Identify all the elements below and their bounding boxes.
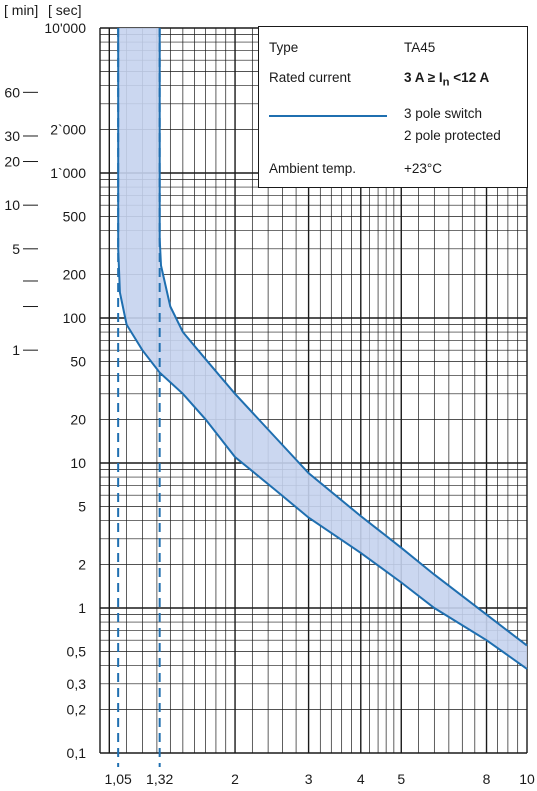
lower-tripping-curve bbox=[117, 28, 528, 670]
y-min-tick-label: 5 bbox=[12, 241, 20, 257]
x-tick-label: 2 bbox=[231, 771, 239, 787]
y-min-tick-label: 10 bbox=[4, 197, 20, 213]
legend-ambient-label: Ambient temp. bbox=[269, 161, 357, 176]
y-sec-tick-label: 0,5 bbox=[67, 644, 87, 660]
y-sec-tick-label: 50 bbox=[70, 354, 86, 370]
minutes-axis-unit: [ min] bbox=[4, 2, 39, 18]
rated-value-sub: n bbox=[442, 76, 450, 89]
rated-value-post: <12 A bbox=[449, 70, 490, 85]
x-tick-label: 3 bbox=[305, 771, 313, 787]
x-tick-label: 1,05 bbox=[105, 771, 132, 787]
y-sec-tick-label: 200 bbox=[63, 266, 87, 282]
y-min-tick-label: 1 bbox=[12, 342, 20, 358]
y-min-tick-label: 20 bbox=[4, 154, 20, 170]
legend-box: Type TA45 Rated current 3 A ≥ In <12 A 3… bbox=[258, 26, 528, 188]
seconds-axis-unit: [ sec] bbox=[48, 2, 82, 18]
x-tick-label: 1,32 bbox=[146, 771, 173, 787]
y-sec-tick-label: 100 bbox=[63, 310, 87, 326]
legend-ambient-value: +23°C bbox=[404, 161, 443, 176]
y-min-tick-label: 60 bbox=[4, 84, 20, 100]
legend-line-desc-2: 2 pole protected bbox=[404, 128, 501, 143]
legend-rated-value: 3 A ≥ In <12 A bbox=[404, 70, 489, 89]
y-sec-tick-label: 2 bbox=[78, 556, 86, 572]
y-sec-tick-label: 1 bbox=[78, 600, 86, 616]
y-sec-tick-label: 2`000 bbox=[50, 121, 86, 137]
y-sec-tick-label: 0,1 bbox=[67, 745, 87, 761]
x-tick-label: 4 bbox=[357, 771, 365, 787]
y-sec-tick-label: 500 bbox=[63, 209, 87, 225]
upper-tripping-curve bbox=[158, 28, 528, 647]
legend-rated-label: Rated current bbox=[269, 70, 351, 85]
rated-value-pre: 3 A ≥ I bbox=[404, 70, 443, 85]
legend-type-value: TA45 bbox=[404, 40, 436, 55]
y-sec-tick-label: 5 bbox=[78, 499, 86, 515]
y-sec-tick-label: 1`000 bbox=[50, 165, 86, 181]
legend-line-swatch bbox=[269, 115, 387, 117]
y-sec-tick-label: 10 bbox=[70, 455, 86, 471]
y-sec-tick-label: 0,3 bbox=[67, 676, 87, 692]
y-min-tick-label: 30 bbox=[4, 128, 20, 144]
y-sec-tick-label: 10'000 bbox=[44, 20, 86, 36]
legend-line-desc-1: 3 pole switch bbox=[404, 106, 483, 121]
y-sec-tick-label: 0,2 bbox=[67, 701, 87, 717]
y-sec-tick-label: 20 bbox=[70, 411, 86, 427]
legend-type-label: Type bbox=[269, 40, 299, 55]
x-tick-label: 10 bbox=[519, 771, 535, 787]
x-tick-label: 5 bbox=[397, 771, 405, 787]
x-tick-label: 8 bbox=[483, 771, 491, 787]
